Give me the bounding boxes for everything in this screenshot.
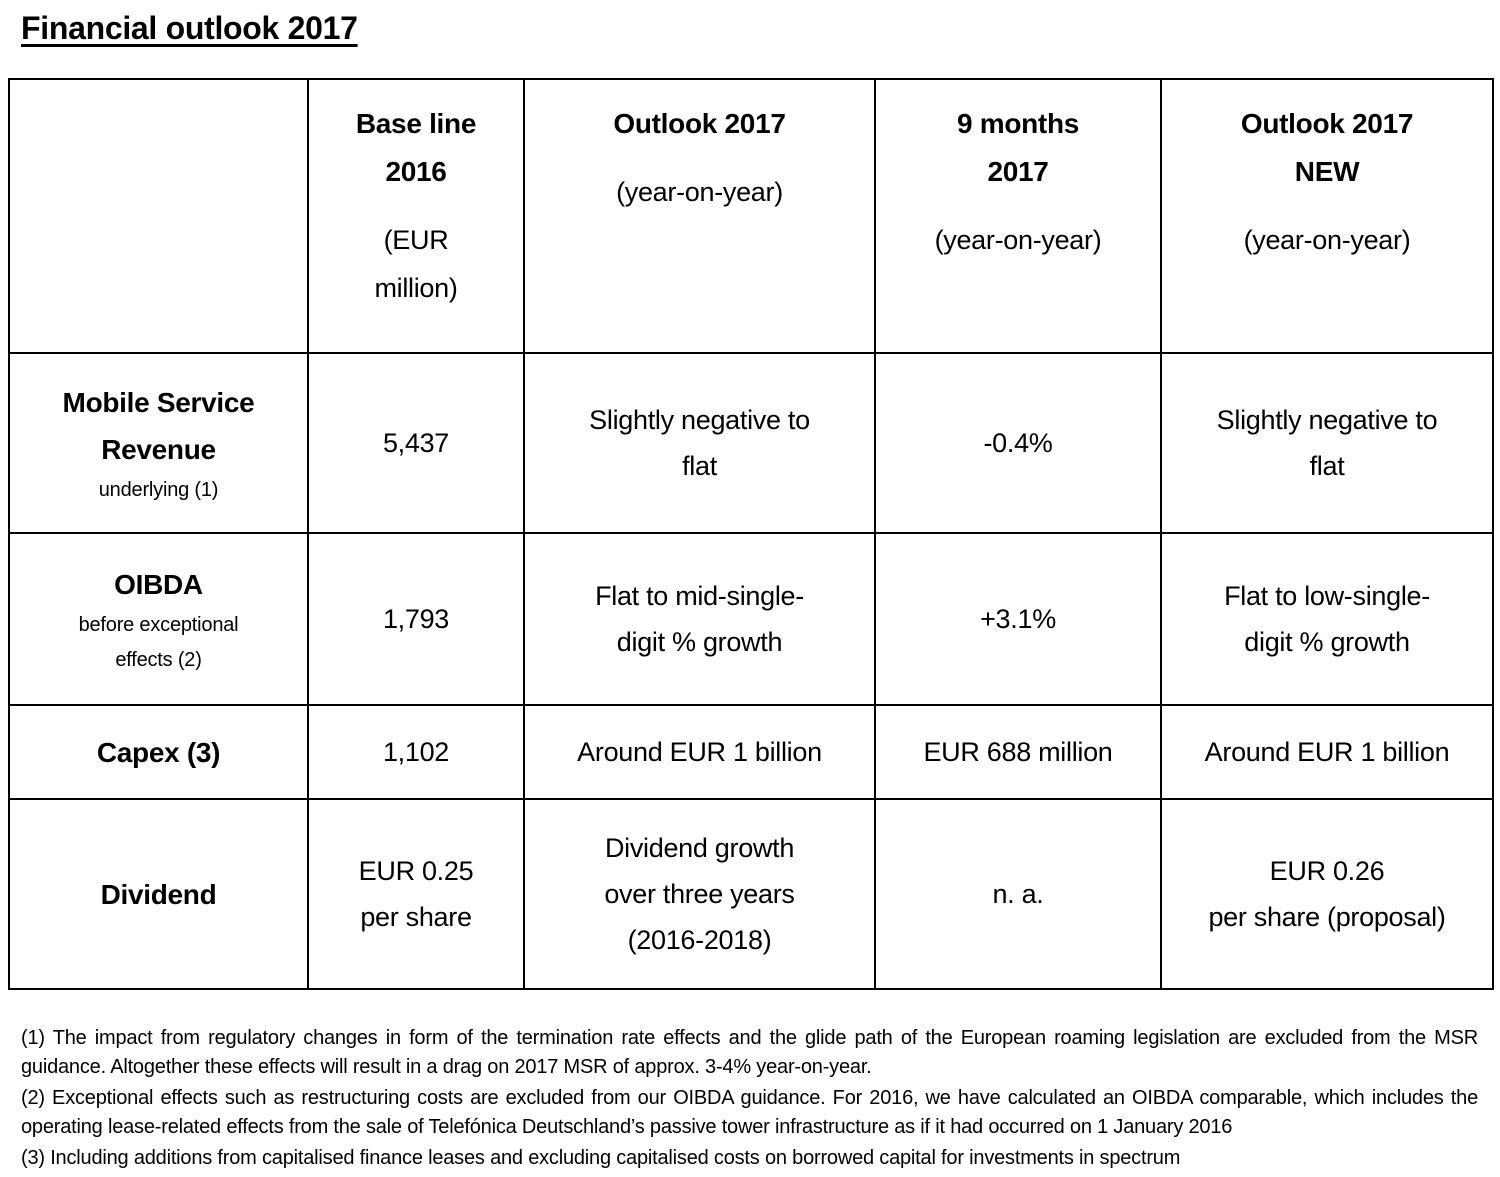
header-sub-block: (year-on-year)	[876, 216, 1160, 264]
row-sublabel-line: effects (2)	[115, 648, 202, 671]
cell-line: 1,102	[382, 737, 450, 767]
header-bold-block: Outlook 2017 NEW	[1162, 100, 1492, 196]
cell-capex-9-months: EUR 688 million	[874, 704, 1162, 800]
cell-dividend-baseline: EUR 0.25 per share	[307, 798, 525, 990]
cell-line: flat	[1309, 451, 1345, 481]
cell-line: 1,793	[382, 604, 450, 634]
cell-line: Dividend growth	[604, 833, 795, 863]
header-sub-block: (year-on-year)	[1162, 216, 1492, 264]
cell-capex-outlook-new: Around EUR 1 billion	[1160, 704, 1494, 800]
header-line: Outlook 2017	[1240, 108, 1414, 139]
header-sub-line: (EUR	[383, 225, 449, 255]
header-line: Base line	[355, 108, 477, 139]
cell-line: digit % growth	[616, 627, 783, 657]
header-sub-line: (year-on-year)	[616, 177, 783, 207]
cell-msr-9-months: -0.4%	[874, 352, 1162, 534]
header-line: 9 months	[956, 108, 1080, 139]
table-row-oibda: OIBDA before exceptional effects (2) 1,7…	[8, 532, 1494, 706]
cell-capex-outlook: Around EUR 1 billion	[523, 704, 876, 800]
cell-dividend-outlook: Dividend growth over three years (2016-2…	[523, 798, 876, 990]
header-sub-block: (EUR million)	[309, 216, 523, 312]
header-line: Outlook 2017	[613, 108, 786, 139]
cell-line: (2016-2018)	[627, 925, 772, 955]
cell-dividend-outlook-new: EUR 0.26 per share (proposal)	[1160, 798, 1494, 990]
row-sublabel-line: underlying (1)	[98, 478, 219, 501]
table-row-mobile-service-revenue: Mobile Service Revenue underlying (1) 5,…	[8, 352, 1494, 534]
row-label-line: Capex (3)	[96, 736, 221, 768]
header-line: NEW	[1294, 156, 1360, 187]
footnote-3: (3) Including additions from capitalised…	[21, 1147, 1181, 1169]
row-label-block: OIBDA	[10, 561, 307, 608]
header-sub-line: (year-on-year)	[934, 225, 1102, 255]
row-label-oibda: OIBDA before exceptional effects (2)	[8, 532, 309, 706]
cell-line: 5,437	[382, 428, 450, 458]
cell-oibda-baseline: 1,793	[307, 532, 525, 706]
cell-msr-baseline: 5,437	[307, 352, 525, 534]
page-title: Financial outlook 2017	[21, 10, 358, 46]
header-sub-line: (year-on-year)	[1243, 225, 1411, 255]
cell-line: EUR 0.26	[1269, 856, 1385, 886]
row-label-block: Mobile Service Revenue	[10, 379, 307, 473]
financial-outlook-table: Base line 2016 (EUR million) Outlook 201…	[8, 78, 1494, 990]
header-cell-outlook-2017: Outlook 2017 (year-on-year)	[523, 78, 876, 354]
cell-line: over three years	[604, 879, 795, 909]
row-label-mobile-service-revenue: Mobile Service Revenue underlying (1)	[8, 352, 309, 534]
header-row: Base line 2016 (EUR million) Outlook 201…	[8, 78, 1494, 354]
header-cell-9-months-2017: 9 months 2017 (year-on-year)	[874, 78, 1162, 354]
cell-line: flat	[682, 451, 717, 481]
cell-line: per share	[360, 902, 472, 932]
row-label-line: Revenue	[101, 433, 216, 465]
table-row-dividend: Dividend EUR 0.25 per share Dividend gro…	[8, 798, 1494, 990]
header-cell-outlook-2017-new: Outlook 2017 NEW (year-on-year)	[1160, 78, 1494, 354]
row-label-dividend: Dividend	[8, 798, 309, 990]
table-row-capex: Capex (3) 1,102 Around EUR 1 billion EUR…	[8, 704, 1494, 800]
header-sub-line: million)	[374, 273, 458, 303]
cell-oibda-9-months: +3.1%	[874, 532, 1162, 706]
header-line: 2017	[987, 156, 1049, 187]
cell-line: +3.1%	[980, 604, 1056, 634]
cell-dividend-9-months: n. a.	[874, 798, 1162, 990]
cell-msr-outlook: Slightly negative to flat	[523, 352, 876, 534]
row-label-line: OIBDA	[114, 568, 203, 600]
row-label-line: Dividend	[100, 878, 217, 910]
header-line: 2016	[385, 156, 447, 187]
footnote-2: (2) Exceptional effects such as restruct…	[21, 1087, 1478, 1138]
cell-line: Around EUR 1 billion	[1204, 737, 1450, 767]
header-cell-baseline-2016: Base line 2016 (EUR million)	[307, 78, 525, 354]
cell-line: EUR 0.25	[358, 856, 474, 886]
cell-line: Around EUR 1 billion	[577, 737, 822, 767]
header-bold-block: 9 months 2017	[876, 100, 1160, 196]
row-label-block: Dividend	[10, 871, 307, 918]
cell-line: -0.4%	[983, 428, 1053, 458]
row-label-line: Mobile Service	[62, 386, 255, 418]
cell-line: digit % growth	[1244, 627, 1410, 657]
footnotes: (1) The impact from regulatory changes i…	[21, 1024, 1478, 1173]
header-bold-block: Outlook 2017	[525, 100, 874, 148]
cell-capex-baseline: 1,102	[307, 704, 525, 800]
cell-line: EUR 688 million	[923, 737, 1113, 767]
cell-line: Slightly negative to	[1216, 405, 1438, 435]
cell-line: Flat to low-single-	[1224, 581, 1430, 611]
cell-oibda-outlook-new: Flat to low-single- digit % growth	[1160, 532, 1494, 706]
cell-line: Slightly negative to	[589, 405, 810, 435]
cell-line: per share (proposal)	[1208, 902, 1446, 932]
footnote-1: (1) The impact from regulatory changes i…	[21, 1027, 1478, 1078]
row-label-block: Capex (3)	[10, 729, 307, 776]
cell-line: n. a.	[992, 879, 1044, 909]
header-bold-block: Base line 2016	[309, 100, 523, 196]
header-sub-block: (year-on-year)	[525, 168, 874, 216]
row-label-capex: Capex (3)	[8, 704, 309, 800]
row-sublabel-block: before exceptional effects (2)	[10, 608, 307, 678]
header-cell-empty	[8, 78, 309, 354]
row-sublabel-line: before exceptional	[78, 613, 239, 636]
row-sublabel-block: underlying (1)	[10, 473, 307, 508]
cell-msr-outlook-new: Slightly negative to flat	[1160, 352, 1494, 534]
cell-oibda-outlook: Flat to mid-single- digit % growth	[523, 532, 876, 706]
cell-line: Flat to mid-single-	[595, 581, 804, 611]
